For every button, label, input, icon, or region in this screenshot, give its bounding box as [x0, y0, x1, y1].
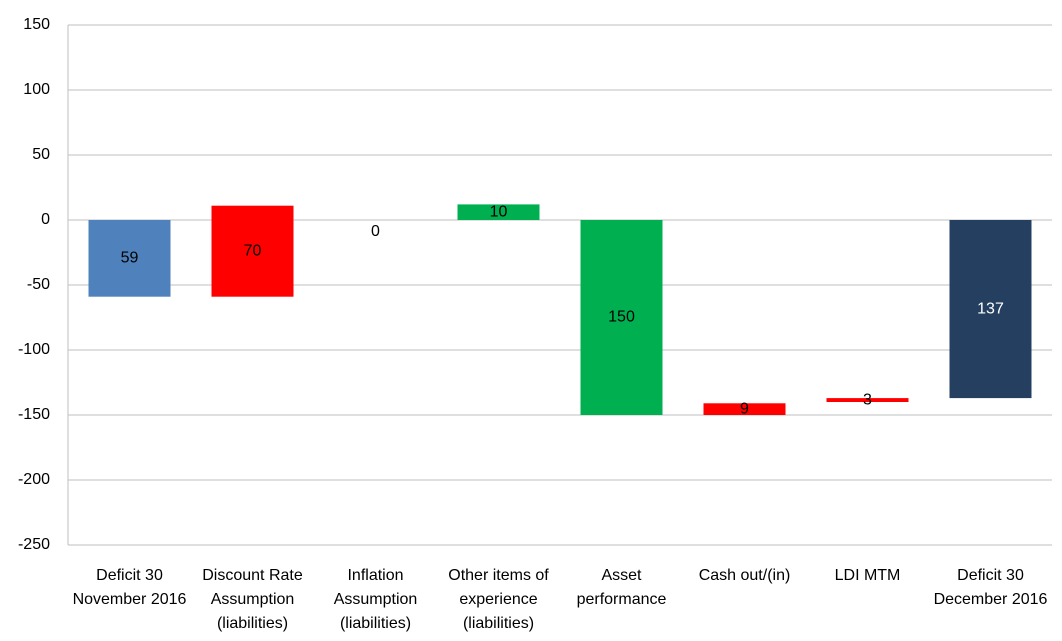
bar [826, 398, 909, 402]
data-label: 70 [244, 242, 262, 259]
x-tick-label: Cash out/(in) [698, 567, 791, 584]
x-tick-label: Discount Rate Assumption (liabilities) [202, 567, 303, 632]
x-tick-label: Other items of experience (liabilities) [448, 567, 549, 632]
x-tick-label: Deficit 30 November 2016 [72, 567, 187, 608]
x-tick-label: Asset performance [576, 567, 667, 608]
data-label: 9 [740, 400, 749, 417]
data-label: 137 [977, 300, 1004, 317]
y-tick-label: 100 [23, 81, 50, 98]
x-tick-label: Deficit 30 December 2016 [933, 567, 1048, 608]
chart: -250 -200 -150 -100 -50 0 50 100 150 59 70 0 10 150 9 3… [18, 16, 1052, 553]
data-label: 0 [371, 223, 380, 240]
x-tick-label: LDI MTM [834, 567, 901, 584]
bar [949, 220, 1032, 399]
y-tick-label: -200 [18, 471, 50, 488]
data-label: 150 [608, 309, 635, 326]
y-tick-label: -150 [18, 406, 50, 423]
data-label: 3 [863, 391, 872, 408]
y-tick-label: -100 [18, 341, 50, 358]
data-label: 59 [121, 250, 139, 267]
y-tick-label: -50 [27, 276, 50, 293]
x-tick-label: Inflation Assumption (liabilities) [333, 567, 418, 632]
y-tick-label: 50 [32, 146, 50, 163]
y-tick-label: 0 [41, 211, 50, 228]
bar [703, 403, 786, 415]
y-tick-label: -250 [18, 536, 50, 553]
data-label: 10 [490, 203, 508, 220]
bar [88, 220, 171, 297]
bar [457, 204, 540, 220]
y-tick-label: 150 [23, 16, 50, 33]
bar [580, 220, 663, 415]
bar [211, 205, 294, 297]
